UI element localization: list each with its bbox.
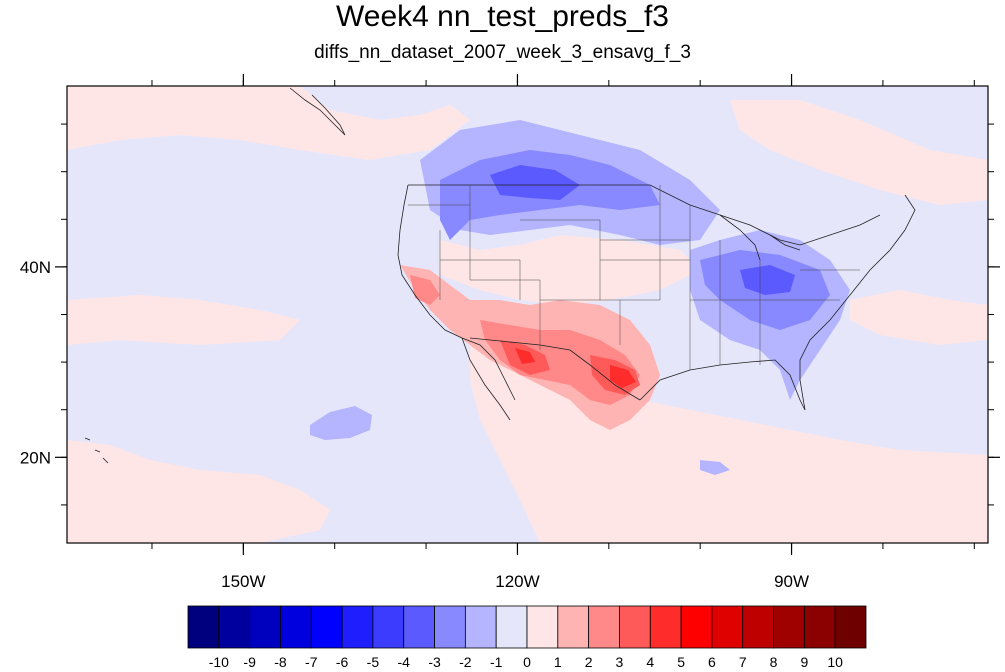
map-plot-area (67, 86, 988, 543)
colorbar-swatch (526, 605, 559, 649)
colorbar-swatch (649, 605, 682, 649)
colorbar-label: 9 (800, 654, 808, 670)
colorbar-label: 5 (677, 654, 685, 670)
colorbar-label: -6 (336, 654, 349, 670)
colorbar-label: 8 (770, 654, 778, 670)
colorbar-swatch (403, 605, 435, 649)
colorbar-labels: -10 -9 -8 -7 -6 -5 -4 -3 -2 -1 0 1 2 3 4 5 6 7 8 9 10 (209, 654, 843, 670)
colorbar-label: 4 (646, 654, 654, 670)
colorbar-label: -4 (398, 654, 411, 670)
colorbar-swatch (187, 605, 220, 649)
colorbar-label: 3 (616, 654, 624, 670)
colorbar-swatch (464, 605, 497, 649)
colorbar-swatch (372, 605, 405, 649)
colorbar-label: -3 (428, 654, 441, 670)
colorbar-label: -7 (305, 654, 318, 670)
state-boundaries (408, 185, 860, 370)
colorbar-label: -1 (490, 654, 503, 670)
colorbar-label: -8 (274, 654, 287, 670)
colorbar (187, 605, 867, 649)
red-4to5-regions (515, 348, 636, 388)
colorbar-swatch (495, 605, 528, 649)
x-tick-label: 150W (221, 572, 265, 591)
x-tick-label: 90W (774, 572, 809, 591)
colorbar-label: 0 (523, 654, 531, 670)
colorbar-swatch (803, 605, 836, 649)
colorbar-label: 1 (554, 654, 562, 670)
colorbar-swatch (280, 605, 312, 649)
colorbar-label: 6 (708, 654, 716, 670)
colorbar-swatch (680, 605, 713, 649)
colorbar-swatch (557, 605, 590, 649)
colorbar-swatch (742, 605, 774, 649)
y-axis-ticks: 40N 20N (20, 258, 1000, 467)
y-tick-label: 40N (20, 258, 51, 277)
colorbar-swatch (773, 605, 805, 649)
map-title: Week4 nn_test_preds_f3 (335, 0, 669, 33)
colorbar-swatch (341, 605, 374, 649)
colorbar-label: 7 (739, 654, 747, 670)
coastline-borders (84, 87, 916, 464)
x-tick-label: 120W (495, 572, 539, 591)
colorbar-swatch (434, 605, 466, 649)
x-axis-ticks: 150W 120W 90W (221, 74, 809, 591)
colorbar-swatch (249, 605, 281, 649)
colorbar-label: 10 (827, 654, 843, 670)
colorbar-swatch (310, 605, 343, 649)
minor-ticks (61, 80, 994, 549)
colorbar-label: -2 (459, 654, 472, 670)
colorbar-swatch (834, 605, 867, 649)
colorbar-swatch (218, 605, 251, 649)
colorbar-swatch (588, 605, 620, 649)
y-tick-label: 20N (20, 448, 51, 467)
colorbar-label: -9 (243, 654, 256, 670)
colorbar-swatch (619, 605, 651, 649)
colorbar-label: -10 (209, 654, 229, 670)
map-subtitle: diffs_nn_dataset_2007_week_3_ensavg_f_3 (314, 42, 691, 63)
blue-minus3-regions (490, 165, 795, 295)
colorbar-label: 2 (585, 654, 593, 670)
colorbar-label: -5 (367, 654, 380, 670)
colorbar-swatch (711, 605, 744, 649)
